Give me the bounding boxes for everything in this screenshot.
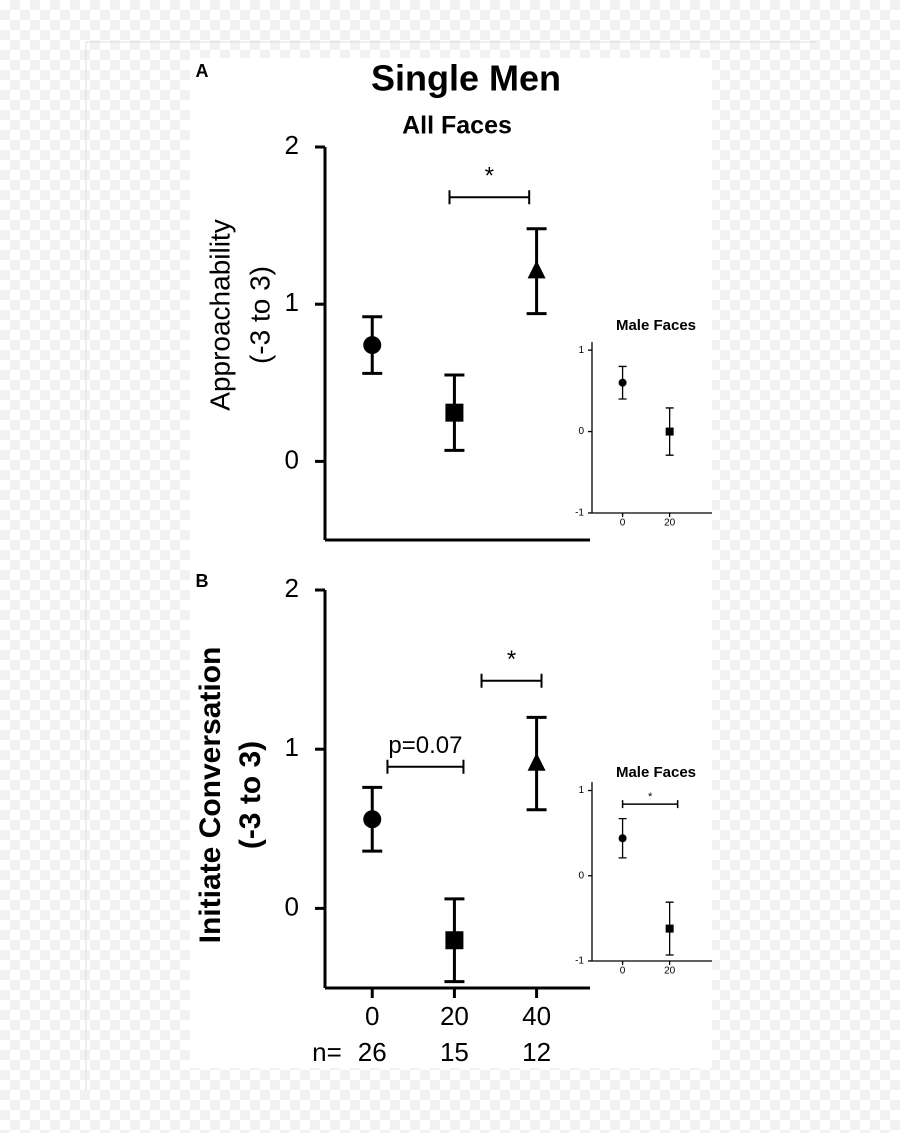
marker xyxy=(363,810,382,829)
n-label: n= xyxy=(312,1037,342,1067)
y-tick-label: 2 xyxy=(285,573,299,603)
marker xyxy=(665,427,674,436)
inset-title: Male Faces xyxy=(616,764,696,781)
marker xyxy=(445,931,464,950)
x-tick-label: 40 xyxy=(522,1001,551,1031)
x-tick-label: 0 xyxy=(620,966,626,977)
y-tick-label: 0 xyxy=(578,870,584,881)
y-tick-label: 1 xyxy=(578,785,584,796)
y-axis-label: (-3 to 3) xyxy=(244,266,275,364)
marker xyxy=(527,752,546,771)
figure-background xyxy=(190,58,712,1068)
n-value: 15 xyxy=(440,1037,469,1067)
marker xyxy=(618,378,627,387)
significance-bracket xyxy=(448,190,531,205)
inset-title: Male Faces xyxy=(616,317,696,334)
figure-title: Single Men xyxy=(371,58,561,99)
marker xyxy=(527,260,546,279)
x-tick-label: 0 xyxy=(365,1001,379,1031)
y-tick-label: -1 xyxy=(575,956,584,967)
marker xyxy=(445,403,464,422)
annotation: p=0.07 xyxy=(388,732,462,759)
significance-bracket xyxy=(386,759,465,774)
y-tick-label: 2 xyxy=(285,130,299,160)
y-tick-label: -1 xyxy=(575,508,584,519)
y-tick-label: 1 xyxy=(285,732,299,762)
marker xyxy=(618,834,627,843)
panel-label: B xyxy=(196,571,209,591)
x-tick-label: 20 xyxy=(664,966,676,977)
y-tick-label: 0 xyxy=(285,891,299,921)
y-tick-label: 0 xyxy=(578,426,584,437)
significance-bracket xyxy=(480,673,543,688)
y-tick-label: 1 xyxy=(285,287,299,317)
n-value: 26 xyxy=(358,1037,387,1067)
annotation: * xyxy=(648,791,653,803)
annotation: * xyxy=(507,646,516,673)
marker xyxy=(363,336,382,355)
x-tick-label: 20 xyxy=(440,1001,469,1031)
figure-subtitle: All Faces xyxy=(402,112,512,140)
x-tick-label: 0 xyxy=(620,518,626,529)
annotation: * xyxy=(485,163,494,190)
panel-label: A xyxy=(196,61,209,81)
marker xyxy=(665,924,674,933)
y-axis-label: (-3 to 3) xyxy=(234,741,267,849)
y-tick-label: 0 xyxy=(285,444,299,474)
y-axis-label: Approachability xyxy=(204,219,235,410)
x-tick-label: 20 xyxy=(664,518,676,529)
significance-bracket xyxy=(621,800,679,809)
n-value: 12 xyxy=(522,1037,551,1067)
y-axis-label: Initiate Conversation xyxy=(194,647,227,944)
y-tick-label: 1 xyxy=(578,345,584,356)
